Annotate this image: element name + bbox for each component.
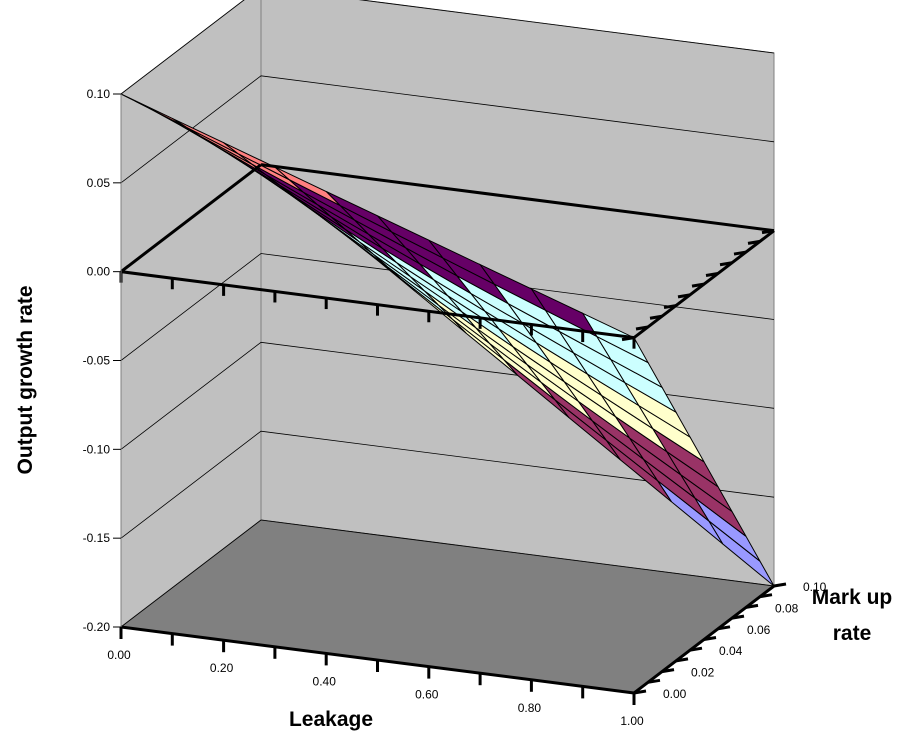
- y-axis-tick: [689, 646, 703, 652]
- y-tick-label: 0.02: [691, 666, 715, 680]
- y-tick-label: 0.08: [775, 601, 799, 615]
- surface-mesh: [120, 93, 775, 587]
- zero-line-tick: [719, 261, 733, 267]
- zero-line-tick: [649, 314, 663, 320]
- x-tick-label: 0.80: [518, 701, 542, 715]
- wall-gridline: [120, 519, 775, 628]
- zero-line-left: [120, 163, 262, 273]
- surface-cell: [120, 93, 187, 128]
- y-axis-tick: [717, 625, 731, 631]
- wall-gridline: [120, 0, 775, 95]
- y-tick-label: 0.06: [747, 623, 771, 637]
- zero-line-tick: [761, 229, 775, 235]
- y-axis-tick: [661, 668, 675, 674]
- z-tick-label: -0.05: [83, 354, 111, 368]
- y-axis-title-line1: Mark up: [812, 586, 893, 609]
- y-axis-title-line2: rate: [833, 622, 872, 645]
- x-tick-label: 0.00: [107, 648, 131, 662]
- y-tick-label: 0.10: [803, 580, 827, 594]
- y-axis-tick: [647, 678, 661, 684]
- zero-line-tick: [691, 282, 705, 288]
- tick-labels: 0.10 0.05 0.00 -0.05 -0.10 -0.15 -0.20 0.00 0.20…: [83, 87, 827, 728]
- y-axis-tick: [731, 614, 745, 620]
- x-tick-label: 0.20: [210, 661, 234, 675]
- left-wall: [120, 0, 262, 629]
- y-axis-tick: [745, 603, 759, 609]
- zero-line-tick: [747, 239, 761, 245]
- y-axis-tick: [703, 636, 717, 641]
- y-axis-tick: [675, 657, 689, 663]
- z-tick-label: -0.10: [83, 442, 111, 456]
- wall-gridline: [120, 75, 775, 184]
- z-tick-label: 0.00: [87, 265, 111, 279]
- z-axis-title: Output growth rate: [14, 286, 37, 475]
- zero-line-tick: [705, 271, 719, 277]
- z-tick-label: -0.20: [83, 620, 111, 634]
- z-tick-label: 0.10: [87, 87, 111, 101]
- y-tick-label: 0.04: [719, 644, 743, 658]
- y-axis-tick: [633, 689, 647, 695]
- zero-line-back: [260, 163, 775, 233]
- axes: [113, 93, 787, 705]
- x-tick-label: 0.40: [313, 674, 337, 688]
- x-tick-label: 1.00: [620, 714, 644, 728]
- zero-line-tick: [663, 304, 677, 310]
- wall-gridline: [120, 430, 775, 539]
- zero-line-tick: [733, 250, 747, 256]
- y-tick-label: 0.00: [663, 687, 687, 701]
- z-tick-label: 0.05: [87, 176, 111, 190]
- zero-line-tick: [621, 336, 635, 342]
- chart-walls: [119, 0, 776, 694]
- x-tick-label: 0.60: [415, 688, 439, 702]
- zero-line-tick: [677, 293, 691, 299]
- y-axis-tick: [773, 582, 787, 588]
- y-axis-tick: [759, 593, 773, 599]
- zero-line-tick: [635, 325, 649, 331]
- z-tick-label: -0.15: [83, 531, 111, 545]
- wall-gridline: [120, 253, 775, 361]
- x-axis-title: Leakage: [289, 708, 373, 731]
